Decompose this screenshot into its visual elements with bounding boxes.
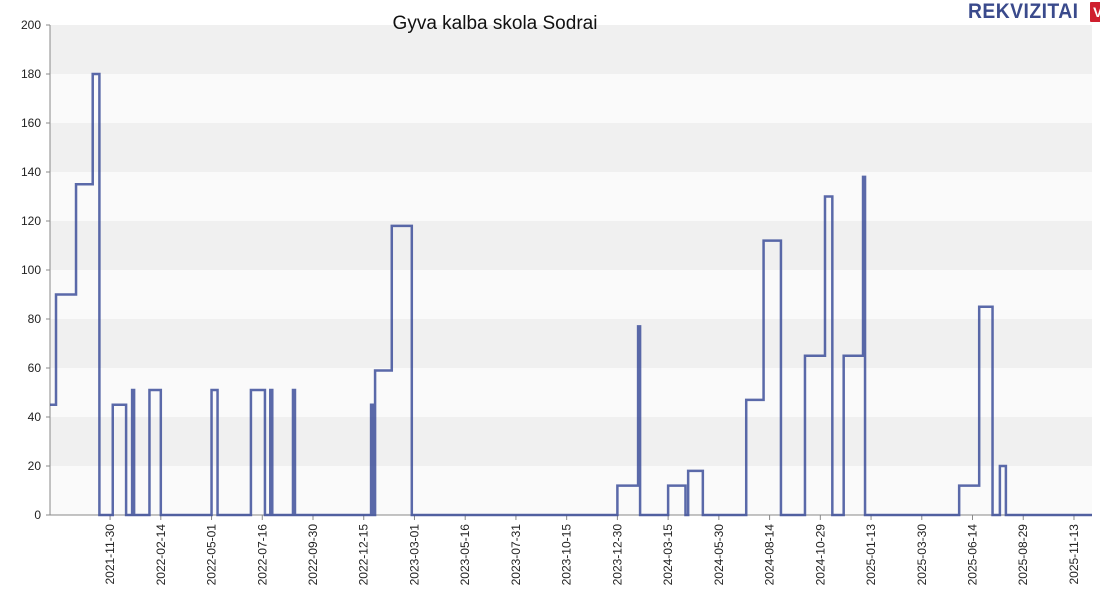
y-tick-label: 0 (34, 508, 41, 522)
y-tick-label: 100 (21, 263, 41, 277)
y-tick-label: 160 (21, 116, 41, 130)
x-axis: 2021-11-30 2022-02-14 2022-05-01 2022-07-16… (50, 514, 1092, 586)
x-tick-label: 2024-08-14 (763, 524, 777, 586)
x-tick-label: 2022-02-14 (154, 524, 168, 586)
x-tick-label: 2023-03-01 (407, 524, 421, 586)
y-tick-label: 180 (21, 67, 41, 81)
grid-band (50, 123, 1092, 172)
y-tick-label: 60 (28, 361, 42, 375)
x-tick-label: 2022-12-15 (357, 524, 371, 586)
x-tick-label: 2024-10-29 (813, 524, 827, 586)
grid-band (50, 25, 1092, 74)
x-tick-label: 2024-05-30 (712, 524, 726, 586)
x-tick-label: 2025-03-30 (915, 524, 929, 586)
y-tick-label: 120 (21, 214, 41, 228)
logo-text: REKVIZITAI (968, 0, 1079, 23)
x-tick-label: 2022-07-16 (255, 524, 269, 586)
y-tick-label: 200 (21, 18, 41, 32)
y-tick-label: 40 (28, 410, 42, 424)
y-axis: 0 20 40 60 80 100 120 140 160 180 200 (21, 18, 51, 522)
grid-band (50, 270, 1092, 319)
x-tick-label: 2025-06-14 (966, 524, 980, 586)
x-tick-label: 2023-05-16 (458, 524, 472, 586)
grid-band (50, 319, 1092, 368)
x-tick-label: 2023-12-30 (610, 524, 624, 586)
y-tick-label: 140 (21, 165, 41, 179)
x-tick-label: 2023-07-31 (509, 524, 523, 586)
series-line (50, 72, 1092, 517)
x-tick-label: 2025-11-13 (1067, 524, 1081, 585)
x-tick-label: 2021-11-30 (103, 524, 117, 585)
grid-band (50, 368, 1092, 417)
chart-title: Gyva kalba skola Sodrai (393, 13, 598, 34)
series-layer (50, 72, 1092, 517)
grid-band (50, 74, 1092, 123)
y-tick-label: 20 (28, 459, 42, 473)
grid-band (50, 221, 1092, 270)
x-tick-label: 2024-03-15 (661, 524, 675, 586)
grid-band (50, 172, 1092, 221)
x-tick-label: 2025-01-13 (864, 524, 878, 586)
x-tick-label: 2022-09-30 (306, 524, 320, 586)
logo-badge: VŽ (1090, 2, 1100, 22)
grid-bands (50, 25, 1092, 515)
y-tick-label: 80 (28, 312, 42, 326)
x-tick-label: 2023-10-15 (560, 524, 574, 586)
grid-band (50, 466, 1092, 515)
rekvizitai-logo[interactable]: REKVIZITAI VŽ (968, 0, 1100, 24)
grid-band (50, 417, 1092, 466)
x-tick-label: 2025-08-29 (1016, 524, 1030, 586)
x-tick-label: 2022-05-01 (205, 524, 219, 586)
